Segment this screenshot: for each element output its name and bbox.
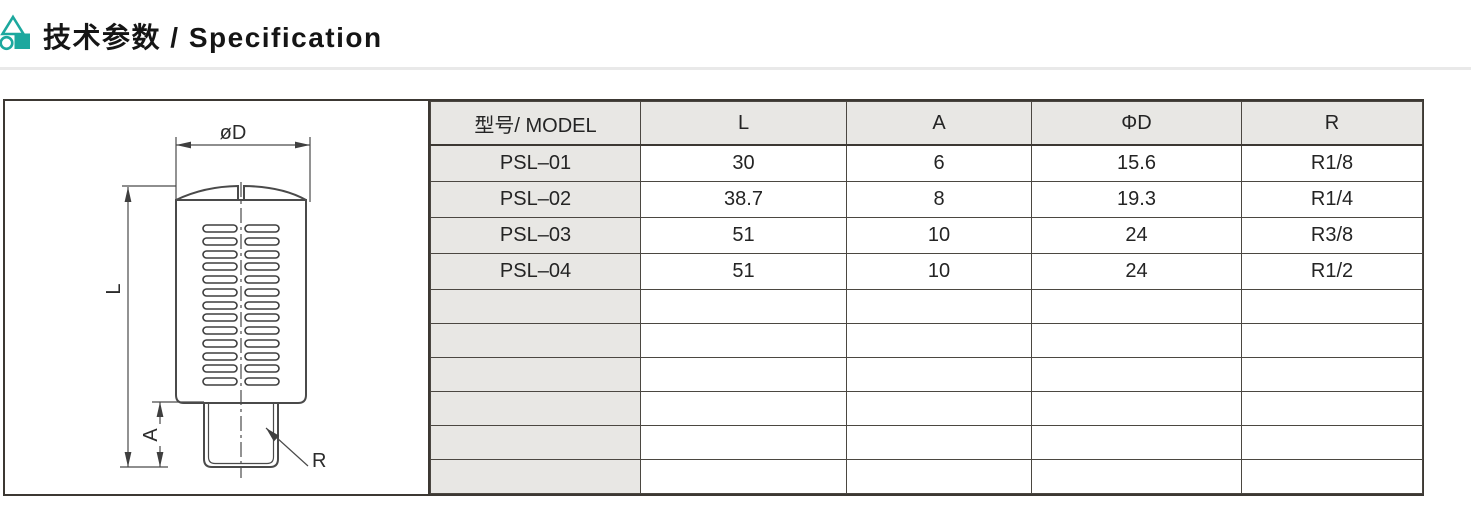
label-thread: R <box>312 450 326 472</box>
cell-a <box>846 390 1032 426</box>
table-row-empty <box>430 356 1423 392</box>
column-header-a: A <box>846 101 1032 146</box>
cell-a <box>846 288 1032 324</box>
cell-phid <box>1031 458 1242 495</box>
cell-phid <box>1031 288 1242 324</box>
cell-a <box>846 424 1032 460</box>
cell-l: 38.7 <box>640 180 847 218</box>
cell-a: 10 <box>846 216 1032 254</box>
table-row: PSL–02 38.7 8 19.3 R1/4 <box>430 180 1423 218</box>
cell-phid: 15.6 <box>1031 144 1242 182</box>
silencer-diagram: øD L A R <box>103 122 326 478</box>
cell-model: PSL–01 <box>430 144 641 182</box>
cell-r: R1/2 <box>1241 252 1423 290</box>
cell-l: 30 <box>640 144 847 182</box>
cell-l <box>640 322 847 358</box>
cell-r <box>1241 356 1423 392</box>
cell-model: PSL–02 <box>430 180 641 218</box>
column-header-l: L <box>640 101 847 146</box>
cell-r <box>1241 458 1423 495</box>
cell-a <box>846 356 1032 392</box>
cell-model <box>430 356 641 392</box>
table-wrap: 型号/ MODEL L A ΦD R PSL–01 30 6 15.6 R1/8… <box>430 101 1423 495</box>
cell-phid: 24 <box>1031 216 1242 254</box>
cell-r <box>1241 424 1423 460</box>
header-row: 型号/ MODEL L A ΦD R <box>430 101 1423 146</box>
label-thread-length: A <box>140 428 162 442</box>
cell-l <box>640 458 847 495</box>
cell-model: PSL–03 <box>430 216 641 254</box>
drawing-panel: øD L A R <box>5 101 430 494</box>
leader-thread: R <box>265 427 326 472</box>
cell-model <box>430 322 641 358</box>
cell-l <box>640 356 847 392</box>
title-separator <box>0 67 1471 70</box>
dimension-diameter: øD <box>175 122 311 202</box>
cell-phid <box>1031 322 1242 358</box>
table-row-empty <box>430 458 1423 495</box>
title-bar: 技术参数 / Specification <box>0 12 383 60</box>
cell-phid: 24 <box>1031 252 1242 290</box>
table-row-empty <box>430 322 1423 358</box>
table-row: PSL–04 51 10 24 R1/2 <box>430 252 1423 290</box>
cell-l: 51 <box>640 252 847 290</box>
cell-r: R1/8 <box>1241 144 1423 182</box>
cell-r: R3/8 <box>1241 216 1423 254</box>
specification-box: øD L A R <box>3 99 1424 496</box>
column-header-phid: ΦD <box>1031 101 1242 146</box>
column-header-model: 型号/ MODEL <box>430 101 641 146</box>
cell-model: PSL–04 <box>430 252 641 290</box>
cell-phid: 19.3 <box>1031 180 1242 218</box>
cell-a <box>846 458 1032 495</box>
cell-phid <box>1031 356 1242 392</box>
table-row: PSL–03 51 10 24 R3/8 <box>430 216 1423 254</box>
louver-slots-left <box>202 224 238 386</box>
table-row-empty <box>430 390 1423 426</box>
cell-r <box>1241 322 1423 358</box>
cell-a: 10 <box>846 252 1032 290</box>
column-header-r: R <box>1241 101 1423 146</box>
label-diameter: øD <box>220 122 247 144</box>
cell-a: 6 <box>846 144 1032 182</box>
page-title: 技术参数 / Specification <box>43 22 383 53</box>
dimension-thread-length: A <box>140 401 204 467</box>
cell-r <box>1241 390 1423 426</box>
cell-phid <box>1031 424 1242 460</box>
cell-model <box>430 458 641 495</box>
cell-model <box>430 390 641 426</box>
cell-a: 8 <box>846 180 1032 218</box>
cell-phid <box>1031 390 1242 426</box>
spec-table: 型号/ MODEL L A ΦD R PSL–01 30 6 15.6 R1/8… <box>430 101 1423 495</box>
cell-a <box>846 322 1032 358</box>
cell-l <box>640 390 847 426</box>
table-row-empty <box>430 288 1423 324</box>
cell-l <box>640 424 847 460</box>
cell-l: 51 <box>640 216 847 254</box>
label-length: L <box>103 283 125 294</box>
shapes-icon <box>0 14 30 51</box>
table-row: PSL–01 30 6 15.6 R1/8 <box>430 144 1423 182</box>
cell-r: R1/4 <box>1241 180 1423 218</box>
cell-l <box>640 288 847 324</box>
cell-r <box>1241 288 1423 324</box>
louver-slots-right <box>244 224 280 386</box>
cell-model <box>430 424 641 460</box>
cell-model <box>430 288 641 324</box>
table-row-empty <box>430 424 1423 460</box>
